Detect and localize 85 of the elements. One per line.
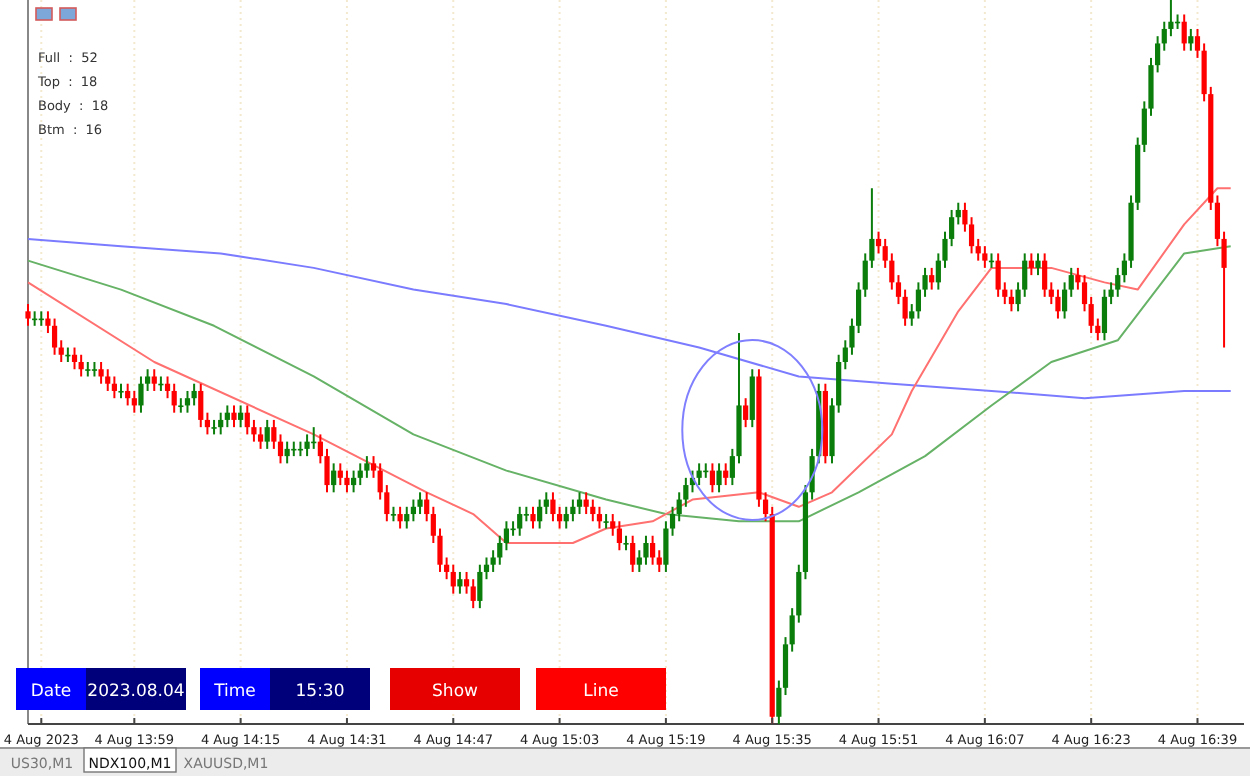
candlestick bbox=[131, 389, 137, 414]
candlestick bbox=[650, 534, 656, 566]
candlestick bbox=[1042, 252, 1048, 298]
candlestick bbox=[563, 505, 569, 530]
candlestick bbox=[630, 534, 636, 573]
annotation: 2023.08.04 bbox=[87, 682, 185, 702]
candlestick bbox=[643, 534, 649, 566]
candlestick bbox=[271, 418, 277, 450]
candlestick bbox=[995, 252, 1001, 298]
candlestick bbox=[550, 491, 556, 523]
candlestick bbox=[457, 570, 463, 595]
annotation: Date bbox=[30, 682, 72, 702]
candlestick bbox=[716, 462, 722, 494]
candlestick bbox=[517, 505, 523, 537]
button: Line bbox=[536, 668, 666, 710]
candlestick bbox=[337, 462, 343, 487]
button: 2023.08.04 bbox=[86, 668, 186, 710]
candlestick bbox=[105, 368, 111, 392]
candlestick bbox=[284, 440, 290, 465]
candlestick bbox=[570, 498, 576, 523]
candlestick bbox=[25, 303, 31, 327]
candlestick bbox=[257, 426, 264, 450]
candlestick bbox=[238, 404, 244, 429]
candlestick bbox=[450, 563, 456, 595]
candlestick bbox=[709, 462, 716, 494]
candlestick bbox=[603, 513, 609, 530]
candlestick bbox=[397, 505, 403, 530]
candlestick bbox=[982, 245, 988, 269]
candlestick bbox=[576, 491, 583, 516]
candlestick bbox=[929, 266, 935, 291]
candlestick bbox=[125, 382, 131, 407]
candlestick bbox=[477, 563, 483, 610]
candlestick bbox=[78, 353, 84, 378]
candlestick bbox=[51, 317, 58, 356]
candlestick bbox=[98, 361, 104, 385]
candlestick bbox=[1028, 252, 1034, 277]
candlestick bbox=[743, 397, 749, 429]
candlestick bbox=[902, 288, 908, 327]
button: Show bbox=[390, 668, 520, 710]
button: Date bbox=[16, 668, 86, 710]
button: 15:30 bbox=[270, 668, 370, 710]
annotation: Time bbox=[212, 682, 256, 702]
candlestick bbox=[616, 520, 622, 552]
candlestick bbox=[537, 498, 543, 530]
candlestick bbox=[331, 462, 337, 494]
candlestick bbox=[470, 578, 476, 610]
annotation: Line bbox=[583, 682, 619, 702]
candlestick bbox=[583, 491, 589, 516]
candlestick bbox=[530, 505, 536, 530]
candlestick bbox=[1055, 288, 1061, 320]
candlestick bbox=[1188, 27, 1194, 52]
candlestick bbox=[1181, 13, 1187, 52]
annotation: 15:30 bbox=[295, 682, 345, 702]
candlestick bbox=[224, 404, 230, 429]
candlestick bbox=[696, 462, 702, 487]
candlestick bbox=[71, 346, 78, 371]
candlestick bbox=[1101, 288, 1108, 342]
candlestick bbox=[304, 433, 310, 458]
candlestick bbox=[364, 455, 370, 479]
candlestick bbox=[357, 462, 363, 487]
candlestick bbox=[264, 418, 270, 450]
candlestick bbox=[410, 498, 416, 523]
candlestick bbox=[111, 375, 117, 400]
annotation: Show bbox=[432, 682, 479, 702]
candlestick bbox=[351, 469, 357, 494]
candlestick bbox=[244, 404, 250, 436]
button: Time bbox=[200, 668, 270, 710]
candlestick bbox=[191, 382, 197, 407]
candlestick bbox=[184, 389, 191, 414]
candlestick bbox=[171, 382, 177, 414]
candlestick bbox=[218, 411, 224, 436]
candlestick bbox=[749, 368, 755, 429]
candlestick bbox=[178, 397, 184, 414]
candlestick bbox=[590, 498, 596, 523]
candlestick bbox=[138, 375, 144, 414]
candlestick bbox=[198, 382, 204, 429]
candlestick bbox=[404, 505, 410, 530]
candlestick bbox=[417, 491, 423, 516]
candlestick bbox=[596, 505, 603, 530]
candlestick bbox=[1035, 252, 1041, 277]
candlestick bbox=[723, 462, 729, 487]
candlestick bbox=[151, 368, 157, 392]
candlestick bbox=[231, 404, 237, 429]
candlestick bbox=[344, 469, 350, 494]
candlestick bbox=[1008, 288, 1015, 313]
